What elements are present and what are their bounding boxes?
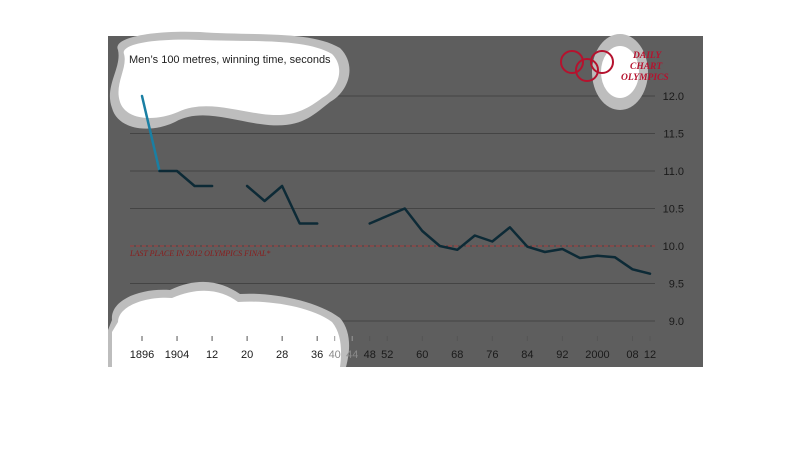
x-tick-label: 1896 bbox=[130, 349, 154, 361]
logo-line-1: DAILY bbox=[632, 51, 662, 61]
x-tick-label: 36 bbox=[311, 349, 323, 361]
series-line bbox=[140, 94, 652, 275]
series-segment bbox=[368, 207, 652, 275]
y-tick-label: 11.5 bbox=[663, 129, 684, 141]
x-tick-label: 84 bbox=[521, 349, 533, 361]
x-axis-ticks: 1896 1904 12 20 28 36 40 44 48 52 60 68 76 84 92 2000 08… bbox=[130, 336, 656, 361]
y-tick-label: 10.5 bbox=[663, 204, 684, 216]
logo-line-3: OLYMPICS bbox=[621, 73, 669, 83]
logo-line-2: CHART bbox=[630, 62, 663, 72]
x-tick-label: 12 bbox=[644, 349, 656, 361]
y-axis-ticks: 12.0 11.5 11.0 10.5 10.0 9.5 9.0 bbox=[663, 91, 684, 328]
x-tick-label: 28 bbox=[276, 349, 288, 361]
logo-blob bbox=[601, 46, 639, 98]
x-tick-label: 2000 bbox=[585, 349, 609, 361]
y-tick-label: 9.5 bbox=[669, 279, 684, 291]
reference-line-label: LAST PLACE IN 2012 OLYMPICS FINAL* bbox=[129, 249, 270, 258]
x-tick-label: 60 bbox=[416, 349, 428, 361]
y-tick-label: 11.0 bbox=[663, 166, 684, 178]
x-tick-label: 52 bbox=[381, 349, 393, 361]
series-segment-start bbox=[140, 94, 161, 173]
x-tick-label: 40 bbox=[329, 349, 341, 361]
olympic-rings-icon bbox=[560, 50, 614, 82]
x-tick-label: 68 bbox=[451, 349, 463, 361]
x-tick-label: 12 bbox=[206, 349, 218, 361]
x-tick-label: 76 bbox=[486, 349, 498, 361]
y-tick-label: 12.0 bbox=[663, 91, 684, 103]
x-tick-label: 1904 bbox=[165, 349, 189, 361]
x-tick-label: 08 bbox=[626, 349, 638, 361]
chart-title: Men’s 100 metres, winning time, seconds bbox=[129, 54, 331, 66]
x-tick-label: 44 bbox=[346, 349, 358, 361]
title-blob bbox=[118, 39, 340, 118]
x-tick-label: 48 bbox=[364, 349, 376, 361]
x-tick-label: 20 bbox=[241, 349, 253, 361]
series-segment bbox=[245, 184, 319, 225]
axis-blob bbox=[112, 290, 342, 367]
y-tick-label: 10.0 bbox=[663, 241, 684, 253]
y-tick-label: 9.0 bbox=[669, 316, 684, 328]
x-tick-label: 92 bbox=[556, 349, 568, 361]
series-segment bbox=[158, 169, 214, 188]
